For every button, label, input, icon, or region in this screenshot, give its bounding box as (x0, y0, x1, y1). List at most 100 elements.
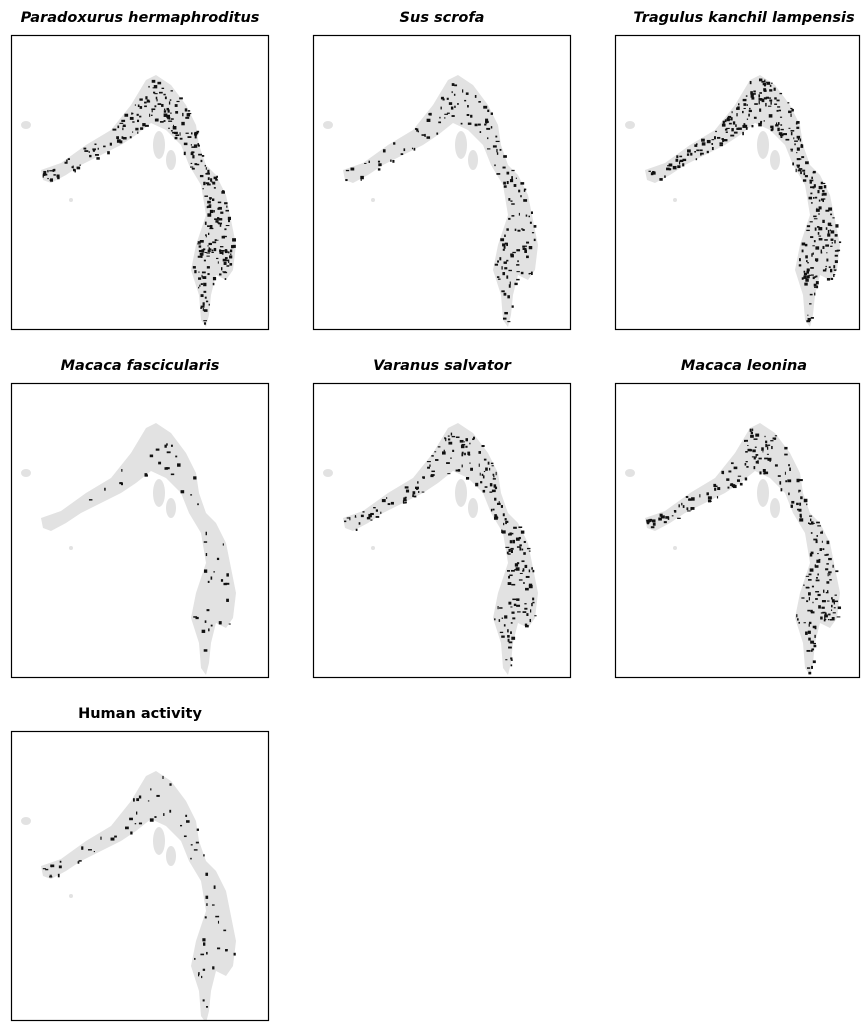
speckle (452, 450, 454, 452)
speckle (825, 268, 827, 269)
speckle (820, 617, 823, 620)
speckle (837, 616, 841, 617)
speckle (813, 172, 815, 173)
speckle (738, 476, 741, 477)
speckle (218, 202, 221, 204)
speckle (822, 190, 824, 192)
speckle (765, 441, 767, 444)
speckle (778, 475, 781, 477)
speckle (523, 611, 527, 613)
speckle (132, 132, 133, 133)
speckle (516, 279, 519, 280)
speckle (508, 270, 512, 271)
speckle (734, 132, 738, 134)
speckle (225, 249, 228, 251)
speckle (514, 184, 517, 187)
speckle (791, 505, 793, 508)
speckle (139, 116, 141, 118)
speckle (184, 835, 187, 837)
speckle (816, 286, 818, 289)
speckle (468, 123, 472, 125)
speckle (405, 486, 409, 488)
speckle (194, 270, 196, 273)
speckle (799, 264, 801, 266)
speckle (815, 197, 817, 199)
speckle (811, 523, 814, 524)
speckle (731, 128, 733, 131)
speckle (145, 473, 148, 476)
speckle (205, 252, 207, 253)
speckle (805, 244, 808, 246)
speckle (507, 321, 510, 322)
speckle (390, 160, 391, 162)
speckle (60, 861, 62, 863)
speckle (788, 128, 790, 129)
speckle (824, 617, 825, 619)
speckle (505, 518, 507, 520)
speckle (135, 128, 138, 131)
speckle (180, 825, 182, 826)
speckle (219, 252, 223, 254)
speckle (759, 108, 761, 111)
speckle (746, 461, 748, 462)
speckle (804, 499, 808, 502)
speckle (808, 318, 811, 321)
speckle (534, 615, 536, 616)
speckle (130, 831, 132, 834)
speckle (831, 597, 833, 599)
islet (153, 131, 165, 159)
speckle (785, 139, 789, 141)
speckle (511, 612, 514, 614)
speckle (763, 469, 766, 472)
speckle (206, 952, 208, 955)
speckle (733, 485, 737, 488)
speckle (58, 874, 60, 877)
speckle (810, 568, 814, 571)
speckle (497, 260, 499, 262)
speckle (793, 137, 794, 139)
speckle (154, 105, 156, 107)
speckle (438, 446, 441, 447)
speckle (154, 85, 157, 88)
speckle (507, 629, 509, 632)
speckle (686, 507, 688, 510)
speckle (500, 632, 503, 633)
speckle (213, 210, 214, 212)
speckle (157, 82, 161, 85)
speckle (769, 89, 772, 91)
speckle (743, 99, 747, 101)
speckle (770, 85, 772, 87)
speckle (723, 139, 727, 141)
speckle (162, 88, 165, 89)
speckle (501, 636, 505, 638)
speckle (778, 122, 780, 125)
speckle (828, 619, 829, 620)
speckle (796, 121, 799, 124)
speckle (505, 547, 509, 548)
speckle (137, 120, 139, 122)
speckle (168, 121, 172, 122)
speckle (826, 581, 829, 583)
speckle (759, 101, 760, 104)
speckle (813, 216, 816, 218)
speckle (234, 953, 236, 956)
speckle (714, 488, 716, 491)
speckle (821, 198, 823, 200)
speckle (817, 226, 820, 228)
speckle (764, 458, 768, 460)
speckle (799, 503, 801, 506)
speckle (224, 228, 226, 230)
speckle (483, 475, 485, 478)
speckle (164, 109, 165, 111)
speckle (229, 263, 232, 266)
speckle (807, 262, 809, 263)
speckle (492, 465, 494, 466)
speckle (750, 81, 752, 84)
speckle (728, 116, 731, 118)
speckle (833, 274, 834, 277)
speckle (519, 547, 521, 550)
speckle (173, 126, 177, 129)
speckle (78, 861, 80, 863)
speckle (774, 104, 777, 105)
speckle (826, 227, 828, 230)
